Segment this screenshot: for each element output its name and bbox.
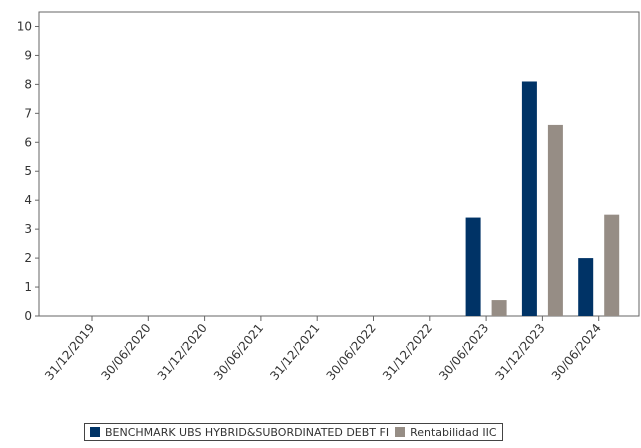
legend-item-rentabilidad: Rentabilidad IIC: [395, 425, 497, 439]
legend-swatch-rentabilidad: [395, 427, 406, 437]
x-tick-label: 30/06/2022: [324, 321, 379, 383]
y-tick-label: 10: [17, 19, 32, 33]
x-tick-label: 31/12/2023: [493, 321, 548, 383]
legend-label-benchmark: BENCHMARK UBS HYBRID&SUBORDINATED DEBT F…: [105, 425, 390, 439]
x-tick-label: 30/06/2020: [98, 321, 153, 383]
legend-label-rentabilidad: Rentabilidad IIC: [410, 425, 497, 439]
y-tick-label: 7: [24, 106, 32, 120]
bar-rentabilidad: [547, 124, 563, 317]
y-tick-label: 5: [24, 164, 32, 178]
y-tick-label: 2: [24, 251, 32, 265]
y-tick-label: 0: [24, 309, 32, 323]
x-tick-label: 30/06/2024: [549, 321, 604, 383]
y-tick-label: 1: [24, 280, 32, 294]
x-tick-label: 30/06/2021: [211, 321, 266, 383]
y-tick-label: 8: [24, 77, 32, 91]
bar-benchmark: [465, 217, 481, 316]
y-tick-label: 4: [24, 193, 32, 207]
legend-swatch-benchmark: [90, 427, 100, 437]
legend-item-benchmark: BENCHMARK UBS HYBRID&SUBORDINATED DEBT F…: [90, 426, 389, 439]
bar-benchmark: [521, 81, 537, 316]
plot-frame: [38, 11, 640, 317]
legend: BENCHMARK UBS HYBRID&SUBORDINATED DEBT F…: [84, 423, 503, 441]
x-tick-label: 31/12/2021: [267, 321, 322, 383]
bar-rentabilidad: [604, 214, 620, 316]
x-tick-label: 31/12/2020: [155, 321, 210, 383]
y-tick-label: 9: [24, 48, 32, 62]
x-tick-label: 31/12/2022: [380, 321, 435, 383]
y-tick-label: 6: [24, 135, 32, 149]
x-tick-label: 31/12/2019: [42, 321, 97, 383]
x-tick-label: 30/06/2023: [436, 321, 491, 383]
y-tick-label: 3: [24, 222, 32, 236]
bar-benchmark: [578, 258, 594, 316]
bar-rentabilidad: [491, 300, 507, 316]
